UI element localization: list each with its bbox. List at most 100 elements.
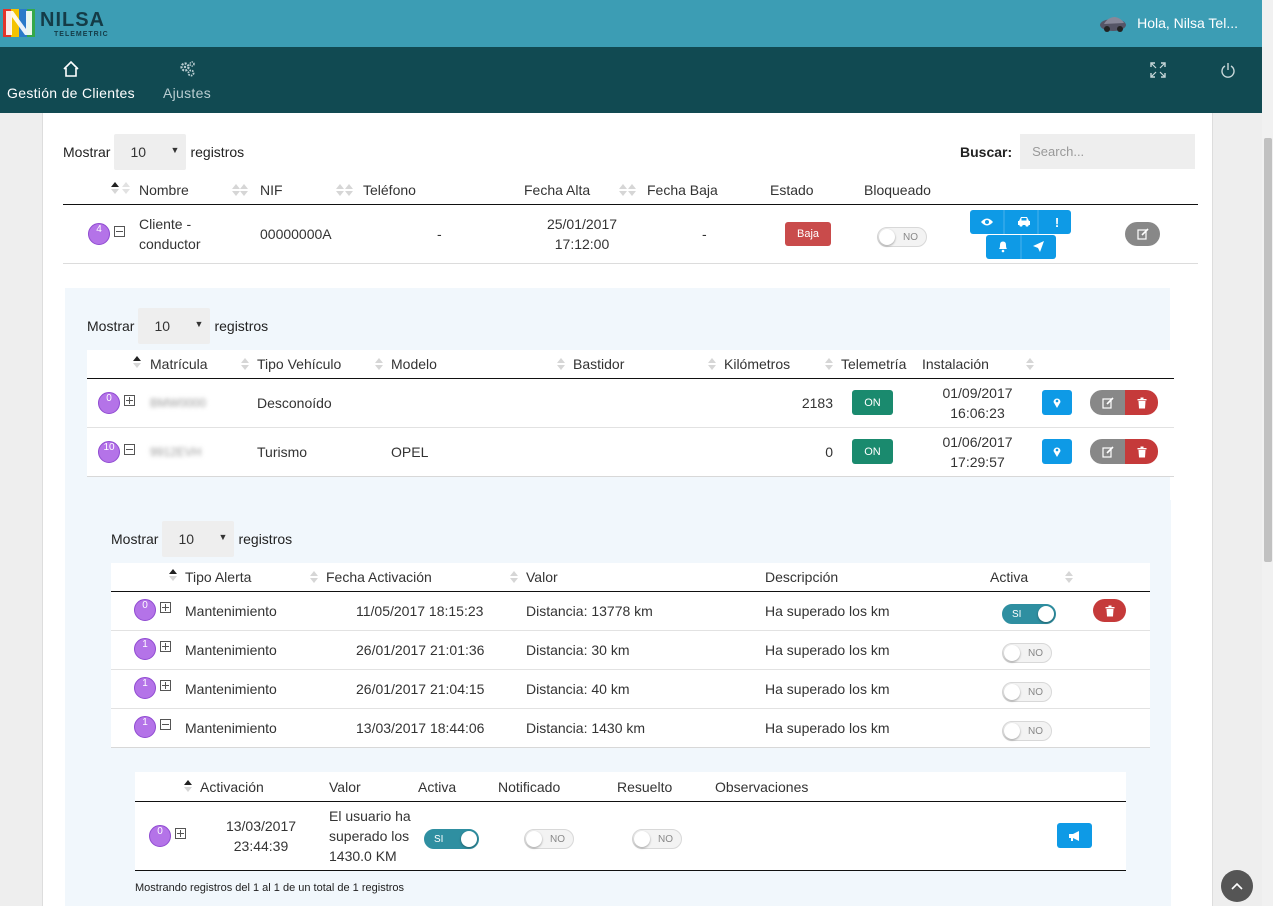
collapse-icon[interactable] [114,226,125,237]
sort-icon[interactable] [344,183,354,197]
col-notificado[interactable]: Notificado [498,779,561,795]
cell-matricula: 9912EVH [150,445,202,459]
collapse-icon[interactable] [160,719,171,730]
delete-vehicle-button[interactable] [1125,439,1158,464]
map-marker-icon [1053,447,1061,457]
edit-vehicle-button[interactable] [1090,439,1125,464]
edit-client-button[interactable] [1125,222,1160,246]
activa-toggle[interactable]: NO [1002,682,1052,702]
col-descripcion[interactable]: Descripción [765,569,839,585]
sort-icon[interactable] [1064,570,1074,584]
sort-icon[interactable] [110,181,120,195]
count-badge: 1 [134,638,156,660]
col-nombre[interactable]: Nombre [139,182,189,198]
alert-exclamation-icon[interactable]: ! [1054,214,1060,230]
alerts-length-select[interactable]: 10 ▼ [162,521,235,557]
col-activacion[interactable]: Activación [200,779,264,795]
col-activa[interactable]: Activa [990,569,1029,585]
col-telemetria[interactable]: Telemetría [841,356,907,372]
count-badge: 1 [134,716,156,738]
col-valor[interactable]: Valor [526,569,558,585]
sort-icon[interactable] [556,357,566,371]
send-icon[interactable] [1032,240,1045,253]
col-telefono[interactable]: Teléfono [363,182,416,198]
sort-icon[interactable] [121,181,131,195]
sort-icon[interactable] [309,570,319,584]
col-resuelto[interactable]: Resuelto [617,779,673,795]
map-marker-icon [1053,398,1061,408]
nav-gestion-clientes[interactable]: Gestión de Clientes [2,47,140,113]
expand-icon[interactable] [160,602,171,613]
col-kilometros[interactable]: Kilómetros [724,356,791,372]
col-instalacion[interactable]: Instalación [922,356,989,372]
user-menu[interactable]: Hola, Nilsa Tel... [1099,6,1238,40]
expand-icon[interactable] [124,395,135,406]
vehicles-length-select[interactable]: 10 ▼ [138,308,211,344]
col-nif[interactable]: NIF [260,182,283,198]
sort-icon[interactable] [1025,357,1035,371]
fullscreen-icon[interactable] [1149,61,1167,79]
footer-divider [135,870,1126,871]
sort-icon[interactable] [374,357,384,371]
expand-icon[interactable] [160,641,171,652]
activa-toggle[interactable]: SI [1002,604,1056,624]
scroll-top-button[interactable] [1221,870,1253,902]
power-icon[interactable] [1219,61,1237,79]
logo-subtext: TELEMETRIC [54,31,109,38]
sort-icon[interactable] [509,570,519,584]
sort-icon[interactable] [231,183,241,197]
col-observaciones[interactable]: Observaciones [715,779,809,795]
car-icon[interactable] [1017,215,1031,228]
toggle-text: NO [550,834,565,845]
col-valor[interactable]: Valor [329,779,361,795]
delete-vehicle-button[interactable] [1125,390,1158,415]
eye-icon[interactable] [980,216,994,228]
bloqueado-toggle[interactable]: NO [877,227,927,247]
toggle-text: NO [903,232,918,243]
col-fecha-baja[interactable]: Fecha Baja [647,182,718,198]
col-tipo-vehiculo[interactable]: Tipo Vehículo [257,356,342,372]
row-divider [111,747,1150,748]
page-scrollbar[interactable] [1262,0,1273,906]
logo-text: NILSA [40,9,105,31]
sort-icon[interactable] [183,779,193,793]
resuelto-toggle[interactable]: NO [632,829,682,849]
notify-button[interactable] [1057,823,1092,848]
sort-icon[interactable] [627,183,637,197]
collapse-icon[interactable] [124,444,135,455]
sort-icon[interactable] [618,183,628,197]
delete-alert-button[interactable] [1093,599,1126,622]
sort-icon[interactable] [239,183,249,197]
location-button[interactable] [1042,390,1072,415]
sort-icon[interactable] [335,183,345,197]
nilsa-logo[interactable]: NILSA TELEMETRIC [2,5,108,41]
location-button[interactable] [1042,439,1072,464]
expand-icon[interactable] [175,828,186,839]
sort-icon[interactable] [240,357,250,371]
sort-icon[interactable] [132,355,142,369]
col-matricula[interactable]: Matrícula [150,356,208,372]
activa-toggle[interactable]: NO [1002,721,1052,741]
sort-icon[interactable] [707,357,717,371]
col-fecha-alta[interactable]: Fecha Alta [524,182,591,198]
col-fecha-activacion[interactable]: Fecha Activación [326,569,432,585]
cell-nif: 00000000A [260,226,332,242]
col-bastidor[interactable]: Bastidor [573,356,625,372]
col-modelo[interactable]: Modelo [391,356,437,372]
activa-toggle[interactable]: SI [424,829,479,849]
sort-icon[interactable] [168,568,178,582]
col-bloqueado[interactable]: Bloqueado [864,182,931,198]
search-input[interactable] [1020,134,1196,169]
bell-icon[interactable] [997,240,1009,253]
col-activa[interactable]: Activa [418,779,457,795]
col-estado[interactable]: Estado [770,182,814,198]
scrollbar-thumb[interactable] [1264,138,1272,562]
notificado-toggle[interactable]: NO [524,829,574,849]
activa-toggle[interactable]: NO [1002,643,1052,663]
expand-icon[interactable] [160,680,171,691]
clients-length-select[interactable]: 10 ▼ [114,134,187,170]
edit-vehicle-button[interactable] [1090,390,1125,415]
nav-ajustes[interactable]: Ajustes [155,47,219,113]
col-tipo-alerta[interactable]: Tipo Alerta [185,569,252,585]
sort-icon[interactable] [824,357,834,371]
